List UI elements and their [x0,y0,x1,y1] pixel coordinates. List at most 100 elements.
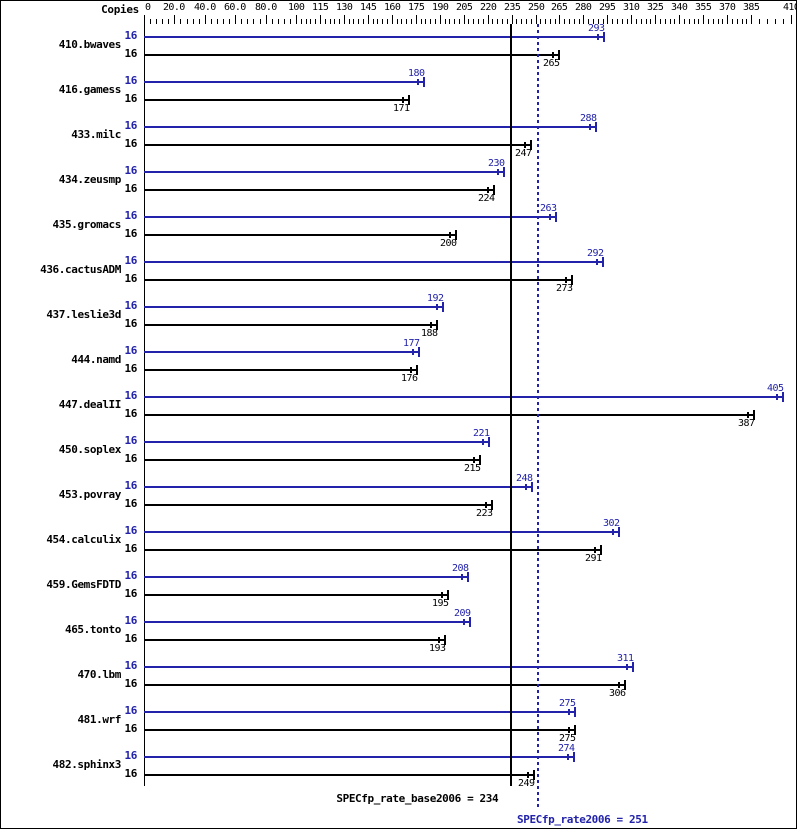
bar-inner-tick-base [594,547,596,553]
bar-value-label-base: 188 [421,328,438,339]
bar-value-label-base: 223 [476,508,493,519]
bar-end-cap-peak [618,527,620,537]
benchmark-name: 481.wrf [77,713,121,726]
axis-tick-minor [241,19,242,24]
axis-tick-major [559,15,560,24]
axis-tick-minor [193,19,194,24]
axis-tick-minor [650,19,651,24]
axis-tick-minor [483,19,484,24]
axis-tick-minor [555,19,556,24]
bar-peak [144,576,468,578]
bar-peak [144,216,556,218]
bar-end-cap-base [408,95,410,105]
copies-value-peak: 16 [124,344,138,357]
bar-base [144,99,409,101]
bar-value-label-peak: 274 [558,743,575,754]
bar-value-label-peak: 302 [603,518,620,529]
axis-tick-label: 325 [647,2,664,13]
copies-value-peak: 16 [124,209,138,222]
bar-base [144,369,417,371]
bar-value-label-base: 265 [543,58,560,69]
axis-tick-minor [363,19,364,24]
axis-tick-minor [617,19,618,24]
bar-end-cap-base [600,545,602,555]
benchmark-name: 410.bwaves [58,38,122,51]
bar-value-label-base: 215 [464,463,481,474]
bar-value-label-peak: 221 [473,428,490,439]
copies-value-peak: 16 [124,164,138,177]
axis-tick-label: 0 [145,2,151,13]
axis-tick-minor [330,19,331,24]
axis-tick-minor [162,19,163,24]
axis-tick-major [174,15,175,24]
bar-row: 208 195 [144,563,792,610]
bar-inner-tick-peak [567,754,569,760]
bar-row: 180 171 [144,68,792,115]
peak-reference-line [537,24,539,807]
axis-tick-label: 115 [312,2,329,13]
axis-tick-minor [660,19,661,24]
bar-end-cap-peak [782,392,784,402]
axis-tick-major [464,15,465,24]
bar-base [144,504,492,506]
y-axis-line [144,24,145,786]
bar-value-label-peak: 293 [588,23,605,34]
benchmark-name: 434.zeusmp [58,173,122,186]
axis-tick-label: 310 [623,2,640,13]
bar-base [144,144,531,146]
bar-row: 302 291 [144,518,792,565]
copies-value-base: 16 [124,47,138,60]
axis-tick-minor [713,19,714,24]
bar-inner-tick-base [568,727,570,733]
bar-end-cap-peak [602,257,604,267]
axis-tick-major [296,15,297,24]
bar-base [144,459,480,461]
axis-tick-major [512,15,513,24]
bar-end-cap-base [491,500,493,510]
bar-inner-tick-peak [549,214,551,220]
axis-tick-minor [454,19,455,24]
bar-row: 274 249 [144,743,792,790]
copies-value-base: 16 [124,92,138,105]
copies-value-base: 16 [124,632,138,645]
bar-peak [144,666,633,668]
bar-end-cap-peak [555,212,557,222]
axis-tick-minor [531,19,532,24]
bar-inner-tick-base [487,187,489,193]
bar-row: 405 387 [144,383,792,430]
specfp-rate-base-caption: SPECfp_rate_base2006 = 234 [336,792,499,805]
axis-tick-minor [492,19,493,24]
axis-tick-minor [358,19,359,24]
axis-tick-minor [315,19,316,24]
bar-value-label-peak: 288 [580,113,597,124]
axis-tick-minor [593,19,594,24]
bar-peak [144,711,575,713]
bar-value-label-peak: 230 [488,158,505,169]
axis-tick-minor [290,19,291,24]
benchmark-name: 416.gamess [58,83,122,96]
axis-tick-minor [767,19,768,24]
axis-tick-label: 385 [743,2,760,13]
axis-tick-minor [229,19,230,24]
bar-inner-tick-base [410,367,412,373]
plot-area: 0 20.0 40.0 60.0 80.0 100 115 130 145 160 175 190 20… [144,1,796,807]
copies-value-base: 16 [124,767,138,780]
axis-tick-minor [694,19,695,24]
bar-peak [144,396,783,398]
axis-tick-minor [627,19,628,24]
copies-value-base: 16 [124,722,138,735]
axis-tick-major [751,15,752,24]
axis-tick-minor [260,19,261,24]
axis-tick-label: 295 [599,2,616,13]
copies-value-base: 16 [124,227,138,240]
benchmark-name: 465.tonto [64,623,121,636]
axis-tick-minor [223,19,224,24]
axis-tick-major [607,15,608,24]
bar-inner-tick-peak [417,79,419,85]
bar-peak [144,351,419,353]
copies-value-base: 16 [124,272,138,285]
axis-tick-major [416,15,417,24]
bar-end-cap-base [624,680,626,690]
bar-value-label-peak: 292 [587,248,604,259]
axis-tick-minor [698,19,699,24]
